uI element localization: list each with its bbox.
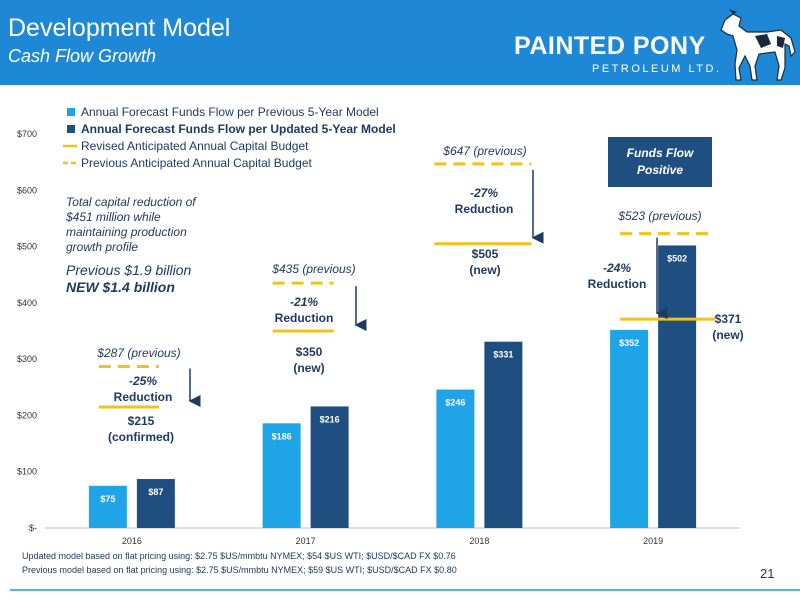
summary-new-total: NEW $1.4 billion (66, 279, 175, 295)
legend-previous-model-swatch (67, 108, 75, 116)
new-budget-value: $371 (715, 312, 742, 326)
new-budget-note: (confirmed) (108, 430, 174, 444)
new-budget-value: $350 (296, 345, 323, 359)
reduction-label: Reduction (275, 311, 334, 325)
bar-updated-model (658, 245, 697, 528)
y-tick-label: $100 (17, 467, 37, 477)
previous-budget-label: $647 (previous) (442, 144, 526, 158)
bar-previous-model (262, 423, 301, 528)
callout-line: Positive (637, 163, 683, 177)
bar-label-updated: $216 (320, 414, 340, 424)
reduction-percent: -25% (129, 374, 157, 388)
slide-subtitle: Cash Flow Growth (8, 46, 157, 66)
x-tick-label: 2018 (469, 536, 489, 546)
bottom-divider (10, 589, 800, 591)
logo-name: PAINTED PONY (514, 32, 706, 60)
footnote-updated-model: Updated model based on flat pricing usin… (22, 551, 456, 561)
x-tick-label: 2017 (296, 536, 316, 546)
y-tick-label: $700 (17, 129, 37, 139)
bar-previous-model (610, 329, 649, 528)
reduction-label: Reduction (588, 277, 647, 291)
reduction-percent: -27% (470, 186, 498, 200)
y-tick-label: $300 (17, 354, 37, 364)
bar-previous-model (436, 389, 475, 528)
legend-previous-model-label: Annual Forecast Funds Flow per Previous … (81, 105, 379, 119)
reduction-percent: -21% (290, 295, 318, 309)
new-budget-value: $505 (472, 247, 499, 261)
footnote-previous-model: Previous model based on flat pricing usi… (22, 565, 457, 575)
y-tick-label: $200 (17, 410, 37, 420)
slide-header: Development Model Cash Flow Growth PAINT… (0, 0, 800, 85)
horse-icon (720, 9, 796, 81)
y-tick-label: $500 (17, 242, 37, 252)
logo-subtitle: PETROLEUM LTD. (592, 63, 722, 75)
bar-label-updated: $87 (148, 487, 163, 497)
bar-label-updated: $331 (493, 350, 513, 360)
previous-budget-label: $435 (previous) (271, 262, 355, 276)
legend-updated-model-swatch (67, 125, 75, 133)
summary-text-line: growth profile (66, 240, 138, 254)
new-budget-value: $215 (128, 414, 155, 428)
bar-label-previous: $75 (100, 494, 115, 504)
bar-previous-model (88, 485, 127, 528)
new-budget-note: (new) (469, 263, 500, 277)
callout-line: Funds Flow (627, 146, 694, 160)
summary-text-line: $451 million while (65, 210, 161, 224)
y-tick-label: $600 (17, 185, 37, 195)
bar-label-previous: $352 (619, 338, 639, 348)
legend-updated-model-label: Annual Forecast Funds Flow per Updated 5… (81, 122, 396, 136)
reduction-label: Reduction (114, 390, 173, 404)
summary-text-line: maintaining production (66, 225, 187, 239)
legend-previous-budget-label: Previous Anticipated Annual Capital Budg… (81, 156, 312, 170)
bar-updated-model (484, 341, 523, 528)
funds-flow-callout-box (608, 137, 712, 187)
company-logo: PAINTED PONY PETROLEUM LTD. (510, 8, 800, 82)
previous-budget-label: $523 (previous) (617, 209, 701, 223)
reduction-percent: -24% (603, 261, 631, 275)
slide-title: Development Model (8, 14, 231, 42)
new-budget-note: (new) (293, 361, 324, 375)
summary-previous-total: Previous $1.9 billion (66, 262, 192, 278)
bar-updated-model (310, 406, 349, 528)
x-tick-label: 2016 (122, 536, 142, 546)
reduction-label: Reduction (455, 202, 514, 216)
y-tick-label: $400 (17, 298, 37, 308)
bar-updated-model (136, 479, 175, 528)
bar-label-previous: $186 (272, 431, 292, 441)
x-tick-label: 2019 (643, 536, 663, 546)
summary-text-line: Total capital reduction of (66, 195, 197, 209)
bar-label-updated: $502 (667, 253, 687, 263)
y-tick-label: $- (29, 523, 37, 533)
new-budget-note: (new) (712, 328, 743, 342)
bar-label-previous: $246 (445, 398, 465, 408)
legend-revised-budget-label: Revised Anticipated Annual Capital Budge… (81, 139, 309, 153)
previous-budget-label: $287 (previous) (96, 346, 180, 360)
page-number: 21 (760, 566, 775, 581)
